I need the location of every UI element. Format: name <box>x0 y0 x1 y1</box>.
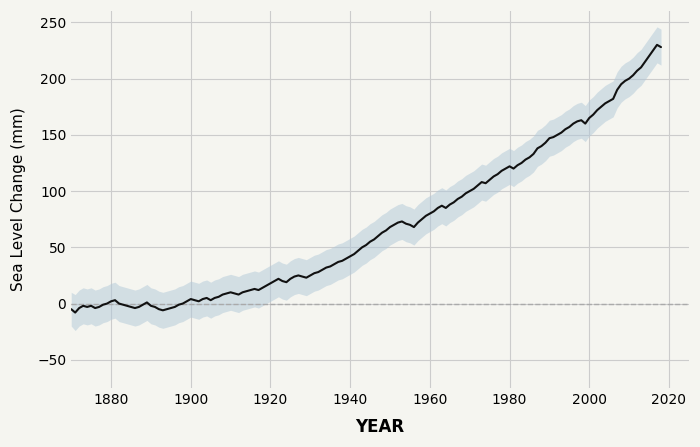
Y-axis label: Sea Level Change (mm): Sea Level Change (mm) <box>11 108 26 291</box>
X-axis label: YEAR: YEAR <box>356 418 405 436</box>
